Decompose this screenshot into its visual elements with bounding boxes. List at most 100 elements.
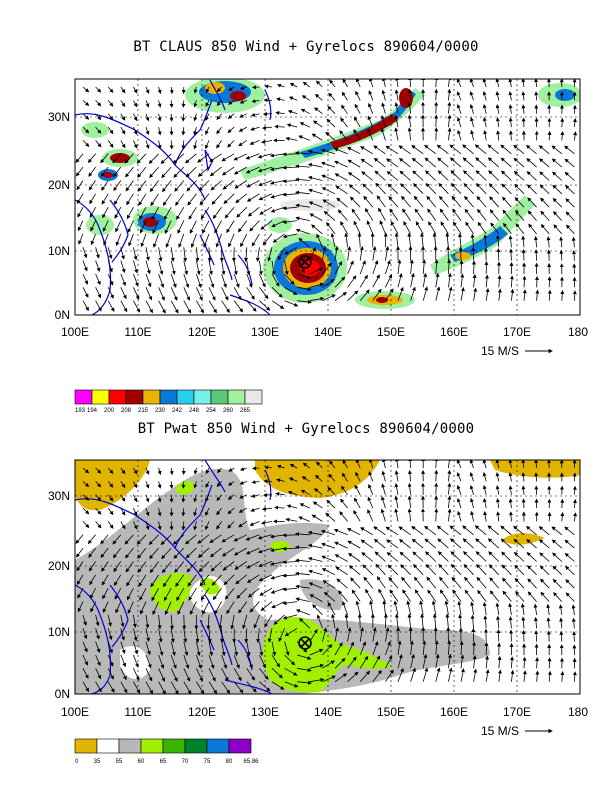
colorbar-swatch	[118, 738, 142, 754]
wind-vector	[475, 157, 487, 168]
wind-vector	[183, 273, 190, 289]
wind-vector	[133, 260, 139, 274]
wind-vector	[133, 494, 138, 503]
wind-vector	[205, 521, 210, 531]
wind-vector	[221, 287, 229, 301]
wind-vector	[372, 288, 382, 301]
wind-vector	[299, 122, 310, 128]
wind-vector	[449, 525, 462, 536]
wind-vector	[271, 681, 285, 690]
wind-vector	[257, 534, 273, 540]
wind-vector	[322, 675, 336, 683]
wind-vector	[149, 180, 159, 193]
wind-vector	[457, 129, 462, 141]
wind-vector	[197, 153, 210, 163]
wind-vector	[473, 287, 478, 301]
wind-vector	[437, 157, 449, 168]
wind-vector	[436, 525, 449, 536]
wind-vector	[215, 233, 222, 248]
wind-vector	[145, 668, 153, 682]
wind-vector	[407, 508, 412, 522]
wind-vector	[295, 609, 310, 616]
wind-vector	[444, 600, 449, 615]
wind-vector	[427, 589, 437, 602]
wind-vector	[487, 144, 500, 155]
wind-vector	[288, 477, 298, 482]
wind-vector	[514, 197, 525, 208]
wind-vector	[120, 140, 126, 149]
wind-vector	[445, 232, 450, 248]
wind-vector	[181, 508, 186, 517]
x-tick-label: 180	[568, 325, 588, 339]
wind-vector	[434, 101, 439, 114]
wind-vector	[508, 498, 513, 509]
wind-vector	[133, 100, 138, 108]
wind-vector	[145, 86, 150, 94]
wind-vector	[483, 130, 488, 141]
wind-vector	[226, 601, 235, 615]
wind-vector	[162, 574, 172, 588]
wind-vector	[157, 508, 162, 517]
wind-vector	[394, 232, 399, 248]
wind-vector	[233, 166, 247, 175]
wind-vector	[162, 561, 172, 574]
wind-vector	[252, 466, 260, 471]
wind-vector	[193, 494, 198, 503]
wind-vector	[411, 538, 424, 549]
wind-vector	[228, 467, 235, 472]
wind-vector	[456, 116, 462, 128]
wind-vector	[448, 286, 453, 301]
wind-vector	[551, 526, 563, 536]
wind-vector	[271, 220, 285, 228]
wind-vector	[255, 247, 260, 262]
colorbar-label: 200	[104, 408, 115, 414]
wind-vector	[485, 274, 489, 288]
wind-vector	[250, 126, 260, 131]
wind-vector	[456, 497, 462, 509]
wind-vector	[353, 510, 361, 522]
wind-vector	[385, 274, 392, 288]
wind-vector	[476, 183, 487, 195]
wind-vector	[133, 507, 138, 516]
wind-vector	[311, 514, 323, 522]
wind-vector	[203, 233, 210, 248]
wind-vector	[145, 126, 150, 136]
wind-vector	[425, 183, 437, 195]
wind-vector	[344, 232, 349, 248]
y-tick-label: 20N	[48, 178, 70, 192]
wind-vector	[375, 563, 386, 576]
wind-vector	[82, 641, 88, 653]
wind-vector	[339, 511, 348, 522]
wind-vector	[450, 563, 462, 576]
wind-vector	[120, 126, 126, 135]
wind-vector	[354, 484, 361, 495]
wind-vector	[322, 580, 336, 589]
wind-vector	[573, 512, 578, 522]
wind-vector	[564, 145, 575, 155]
wind-vector	[95, 494, 102, 502]
wind-vector	[89, 207, 96, 218]
wind-vector	[565, 565, 575, 576]
wind-vector	[425, 564, 437, 576]
wind-vector	[325, 512, 336, 522]
wind-vector	[188, 587, 197, 601]
wind-vector	[501, 551, 512, 562]
wind-vector	[388, 576, 399, 589]
wind-vector	[435, 272, 440, 288]
wind-vector	[165, 233, 172, 248]
wind-vector	[334, 627, 340, 642]
colorbar-swatch	[125, 389, 144, 405]
colorbar-swatch	[142, 389, 161, 405]
wind-vector	[495, 91, 500, 101]
wind-vector	[465, 221, 474, 235]
wind-vector	[508, 485, 513, 495]
wind-vector	[183, 628, 188, 643]
wind-vector	[235, 193, 248, 204]
wind-vector	[525, 144, 537, 155]
wind-vector	[200, 206, 210, 220]
wind-vector	[535, 670, 540, 682]
wind-vector	[160, 534, 172, 546]
wind-vector	[459, 259, 464, 275]
x-tick-label: 150E	[377, 325, 405, 339]
wind-vector	[447, 88, 452, 101]
